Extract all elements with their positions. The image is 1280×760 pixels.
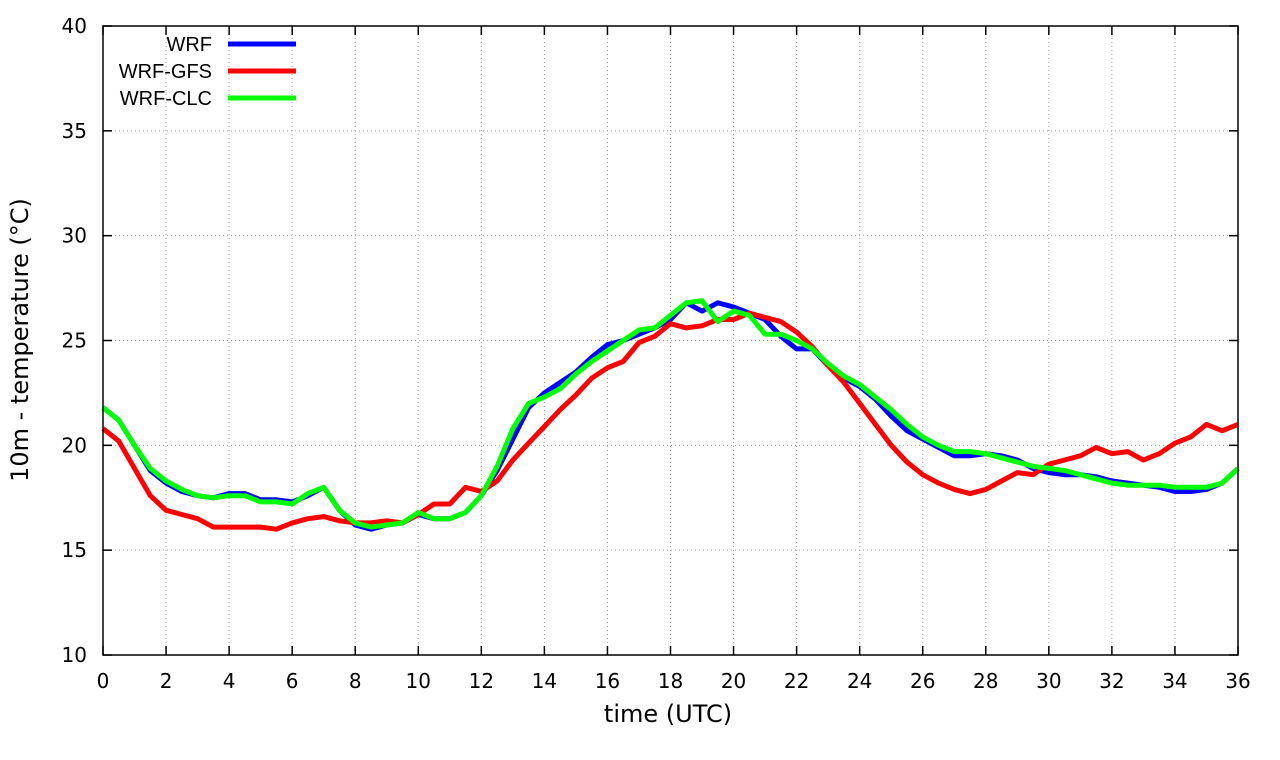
- x-tick-label: 4: [223, 669, 236, 693]
- series-line-wrf-gfs: [101, 310, 1239, 532]
- y-tick-label: 35: [62, 119, 87, 143]
- y-tick-label: 10: [62, 643, 87, 667]
- x-tick-label: 10: [406, 669, 431, 693]
- x-tick-label: 8: [349, 669, 362, 693]
- x-tick-label: 2: [160, 669, 173, 693]
- y-tick-label: 15: [62, 538, 87, 562]
- x-tick-label: 26: [910, 669, 935, 693]
- x-axis-tick-labels: 0 2 4 6 8 10 12 14 16 18 20 22 24 26 28 30 32 34 36: [97, 669, 1251, 693]
- x-tick-label: 28: [973, 669, 998, 693]
- x-tick-label: 24: [847, 669, 872, 693]
- x-tick-label: 12: [469, 669, 494, 693]
- y-tick-label: 25: [62, 329, 87, 353]
- x-tick-label: 14: [532, 669, 557, 693]
- y-axis-title: 10m - temperature (°C): [6, 198, 34, 482]
- grid: [103, 26, 1238, 655]
- legend-label-wrf: WRF: [166, 34, 212, 56]
- y-tick-label: 40: [62, 14, 87, 38]
- legend-label-wrf-gfs: WRF-GFS: [119, 61, 212, 83]
- axis-ticks: [102, 25, 1239, 656]
- legend: WRF WRF-GFS WRF-CLC: [119, 34, 296, 110]
- x-axis-title: time (UTC): [604, 700, 732, 728]
- series-line-wrf-clc: [101, 298, 1240, 530]
- x-tick-label: 30: [1036, 669, 1061, 693]
- x-tick-label: 32: [1099, 669, 1124, 693]
- x-tick-label: 0: [97, 669, 110, 693]
- y-tick-label: 20: [62, 433, 87, 457]
- x-tick-label: 22: [784, 669, 809, 693]
- series-lines: [101, 298, 1240, 532]
- x-tick-label: 34: [1162, 669, 1187, 693]
- legend-label-wrf-clc: WRF-CLC: [120, 88, 212, 110]
- y-axis-tick-labels: 10 15 20 25 30 35 40: [62, 14, 87, 667]
- y-tick-label: 30: [62, 224, 87, 248]
- x-tick-label: 6: [286, 669, 299, 693]
- x-tick-label: 18: [658, 669, 683, 693]
- x-tick-label: 36: [1225, 669, 1250, 693]
- series-line-wrf: [101, 300, 1240, 532]
- x-tick-label: 20: [721, 669, 746, 693]
- x-tick-label: 16: [595, 669, 620, 693]
